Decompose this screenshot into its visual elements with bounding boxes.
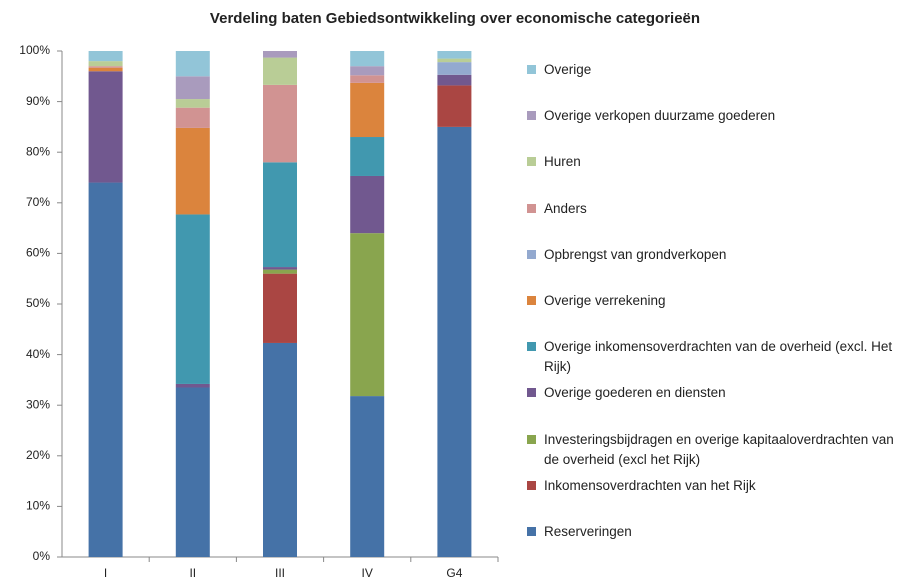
legend-entry: Overige [527,60,897,80]
bar-segment [437,51,472,59]
bar-segment [175,76,210,100]
bar-segment [350,396,385,557]
legend-entry: Anders [527,199,897,219]
bar-segment [263,84,297,163]
y-tick-label: 10% [26,499,50,513]
legend-swatch [527,65,536,74]
bar-segment [263,273,297,343]
legend-swatch [527,434,536,444]
legend-label: Investeringsbijdragen en overige kapitaa… [544,431,894,467]
legend-label: Anders [544,200,587,216]
legend-entry: Reserveringen [527,522,897,542]
bar-segment [350,51,385,67]
legend-swatch [527,527,536,536]
bar-segment [263,269,297,274]
bar-segment [175,387,210,557]
bar-segment [350,175,385,234]
x-tick-label: II [189,566,196,580]
bar-segment [263,51,297,58]
bar-segment [175,51,210,77]
legend-entry: Investeringsbijdragen en overige kapitaa… [527,430,897,470]
legend-label: Overige [544,62,592,77]
y-tick-label: 70% [26,195,50,209]
y-tick-label: 20% [26,448,50,462]
legend-entry: Overige goederen en diensten [527,383,897,403]
bar-segment [263,267,297,270]
y-tick-label: 30% [26,397,50,411]
legend-entry: Overige verkopen duurzame goederen [527,106,897,126]
legend-label: Overige goederen en diensten [544,385,726,401]
bar-segment [263,162,297,268]
legend-swatch [527,203,536,213]
bar-segment [350,66,385,76]
legend-entry: Huren [527,152,897,172]
legend-swatch [527,296,536,305]
legend-swatch [527,342,536,352]
legend-entry: Overige verrekening [527,291,897,311]
legend-entry: Overige inkomensoverdrachten van de over… [527,337,897,377]
y-tick-label: 0% [33,549,51,563]
x-tick-label: IV [362,566,373,580]
bar-segment [350,137,385,176]
legend-swatch [527,388,536,398]
y-tick-label: 100% [19,43,50,57]
legend-swatch [527,249,536,259]
bar-segment [88,67,123,72]
y-tick-label: 80% [26,144,50,158]
legend-swatch [527,157,536,167]
bar-segment [437,62,472,75]
y-tick-label: 90% [26,94,50,108]
legend-entry: Inkomensoverdrachten van het Rijk [527,476,897,496]
chart-title: Verdeling baten Gebiedsontwikkeling over… [210,10,700,27]
legend-label: Huren [544,154,581,170]
x-tick-label: I [104,566,107,580]
bar-segment [437,85,472,127]
bar-segment [175,383,210,388]
legend-label: Overige verkopen duurzame goederen [544,108,776,124]
bar-segment [88,71,123,183]
bar-segment [88,182,123,557]
legend-label: Inkomensoverdrachten van het Rijk [544,477,756,493]
bar-segment [350,233,385,397]
legend-label: Reserveringen [544,524,632,539]
bar-segment [175,99,210,108]
bar-segment [350,82,385,138]
legend-label: Opbrengst van grondverkopen [544,246,727,262]
legend-label: Overige verrekening [544,293,666,308]
bar-segment [88,66,123,68]
bar-segment [437,74,472,86]
bar-segment [350,75,385,83]
y-tick-label: 60% [26,246,50,260]
bar-segment [88,51,123,62]
x-tick-label: III [275,566,285,580]
legend-swatch [527,480,536,490]
bar-segment [263,342,297,557]
bar-segment [88,61,123,67]
legend-entry: Opbrengst van grondverkopen [527,245,897,265]
bar-segment [437,58,472,63]
bar-segment [175,127,210,215]
bar-segment [175,107,210,128]
y-tick-label: 40% [26,347,50,361]
x-tick-label: G4 [446,566,462,580]
bar-segment [175,214,210,384]
legend-swatch [527,111,536,121]
bar-segment [263,57,297,85]
legend-label: Overige inkomensoverdrachten van de over… [544,339,893,375]
bar-segment [437,126,472,558]
y-tick-label: 50% [26,296,50,310]
